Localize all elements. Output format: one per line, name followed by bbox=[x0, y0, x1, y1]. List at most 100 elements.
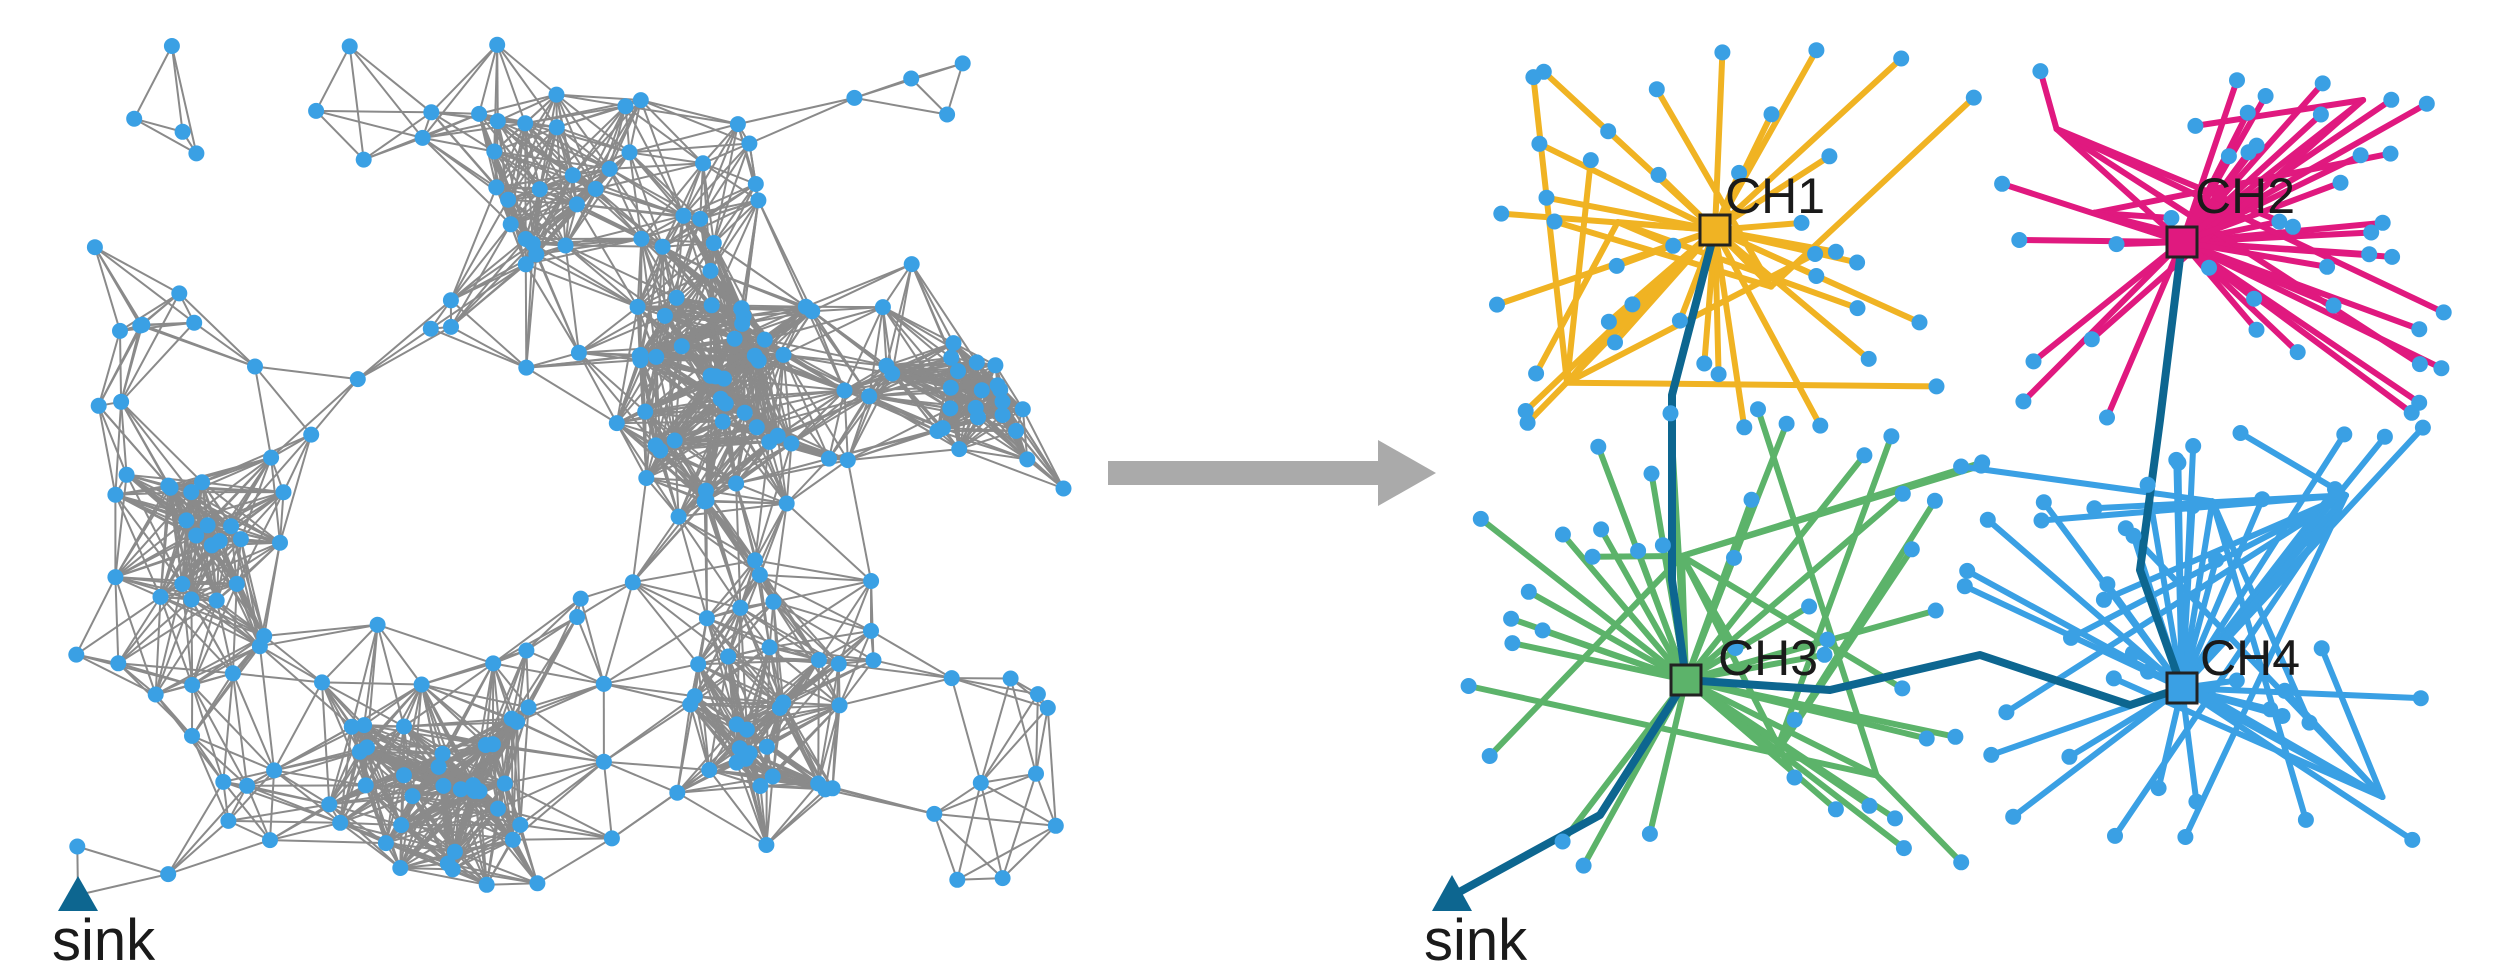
mesh-edge bbox=[682, 183, 757, 217]
ch3-member-link bbox=[1683, 554, 1737, 683]
sensor-node bbox=[601, 160, 618, 177]
mesh-edge bbox=[933, 813, 959, 881]
mesh-edge bbox=[321, 682, 367, 786]
mesh-edge bbox=[662, 242, 714, 248]
sensor-node bbox=[943, 349, 960, 366]
mesh-edge bbox=[215, 540, 221, 601]
ch1-relay-link bbox=[1564, 227, 1718, 386]
mesh-edge bbox=[339, 822, 401, 869]
sink-icon bbox=[58, 876, 98, 911]
sensor-node bbox=[434, 745, 451, 762]
mesh-edge bbox=[497, 721, 519, 809]
sensor-node bbox=[1528, 365, 1545, 382]
mesh-edge bbox=[97, 330, 121, 407]
sensor-node bbox=[1624, 296, 1641, 313]
sensor-node bbox=[2384, 248, 2401, 265]
sensor-node bbox=[263, 449, 280, 466]
sensor-node bbox=[413, 676, 430, 693]
mesh-edge bbox=[640, 99, 739, 126]
sensor-node bbox=[1481, 748, 1498, 764]
sensor-node bbox=[1998, 704, 2015, 721]
sensor-node bbox=[69, 838, 86, 855]
sensor-node bbox=[1887, 810, 1903, 827]
mesh-edge bbox=[611, 791, 678, 840]
mesh-edge bbox=[190, 598, 265, 637]
mesh-edge bbox=[712, 123, 739, 244]
sensor-node bbox=[2208, 551, 2225, 568]
mesh-edge bbox=[576, 581, 634, 618]
mesh-edge bbox=[524, 122, 597, 190]
mesh-edge bbox=[828, 395, 871, 460]
mesh-edge bbox=[484, 744, 514, 841]
mesh-edge bbox=[727, 655, 781, 709]
mesh-edge bbox=[783, 353, 870, 398]
sensor-node bbox=[603, 830, 620, 847]
sensor-node bbox=[355, 151, 372, 168]
mesh-edge bbox=[754, 503, 788, 561]
ch4-label: CH4 bbox=[2200, 630, 2300, 686]
mesh-edge bbox=[450, 199, 509, 301]
mesh-edge bbox=[190, 525, 209, 600]
sensor-node bbox=[517, 115, 534, 132]
mesh-edge bbox=[934, 812, 1056, 827]
sensor-node bbox=[1630, 542, 1647, 559]
sensor-node bbox=[1531, 135, 1548, 152]
ch4-relay-link bbox=[2179, 685, 2386, 800]
mesh-edge bbox=[154, 596, 162, 695]
sensor-node bbox=[746, 347, 763, 364]
mesh-edge bbox=[264, 623, 378, 637]
mesh-edge bbox=[1001, 825, 1057, 879]
sensor-node bbox=[2325, 297, 2342, 314]
ch3-member-link bbox=[1678, 462, 1985, 559]
sensor-node bbox=[520, 699, 537, 716]
mesh-edge bbox=[744, 389, 845, 414]
sensor-node bbox=[2033, 512, 2050, 529]
mesh-edge bbox=[769, 580, 872, 649]
sensor-node bbox=[637, 403, 654, 420]
mesh-edge bbox=[677, 516, 742, 609]
sensor-node bbox=[2363, 224, 2380, 241]
mesh-edge bbox=[868, 342, 955, 398]
sensor-node bbox=[1763, 106, 1780, 123]
mesh-edge bbox=[430, 263, 527, 330]
mesh-edge bbox=[120, 401, 193, 493]
right-sink-label: sink bbox=[1424, 908, 1528, 973]
mesh-edge bbox=[763, 339, 793, 444]
backbone-link bbox=[1682, 651, 2186, 709]
sensor-node bbox=[747, 176, 764, 192]
ch3-member-link bbox=[1678, 553, 1739, 651]
sensor-node bbox=[321, 796, 338, 813]
ch3-member-link bbox=[1683, 452, 1868, 683]
mesh-edge bbox=[201, 481, 281, 544]
sensor-node bbox=[517, 231, 534, 247]
sensor-node bbox=[1504, 635, 1521, 652]
mesh-edge bbox=[661, 162, 704, 248]
mesh-edge bbox=[702, 163, 715, 244]
mesh-edge bbox=[449, 187, 498, 301]
sensor-node bbox=[1903, 541, 1920, 558]
sensor-node bbox=[490, 800, 506, 817]
sensor-node bbox=[629, 298, 646, 315]
sensor-node bbox=[442, 292, 459, 309]
sensor-node bbox=[262, 832, 278, 849]
ch2-member-link bbox=[2037, 68, 2060, 132]
sensor-node bbox=[504, 831, 521, 848]
mesh-edge bbox=[77, 845, 169, 876]
sensor-node bbox=[836, 382, 853, 399]
sensor-node bbox=[648, 348, 665, 365]
mesh-edge bbox=[510, 187, 597, 226]
mesh-edge bbox=[764, 306, 884, 341]
mesh-edge bbox=[713, 199, 760, 244]
mesh-edge bbox=[882, 263, 913, 308]
sensor-node bbox=[2099, 576, 2116, 593]
mesh-edge bbox=[680, 242, 715, 347]
mesh-edge bbox=[565, 244, 663, 248]
sensor-node bbox=[160, 866, 177, 883]
sensor-node bbox=[2257, 88, 2274, 104]
mesh-edge bbox=[191, 645, 261, 686]
mesh-edge bbox=[315, 109, 423, 139]
sensor-node bbox=[1014, 401, 1031, 418]
sensor-node bbox=[654, 238, 671, 255]
ch4-member-link bbox=[2068, 492, 2349, 641]
mesh-edge bbox=[1035, 773, 1057, 827]
